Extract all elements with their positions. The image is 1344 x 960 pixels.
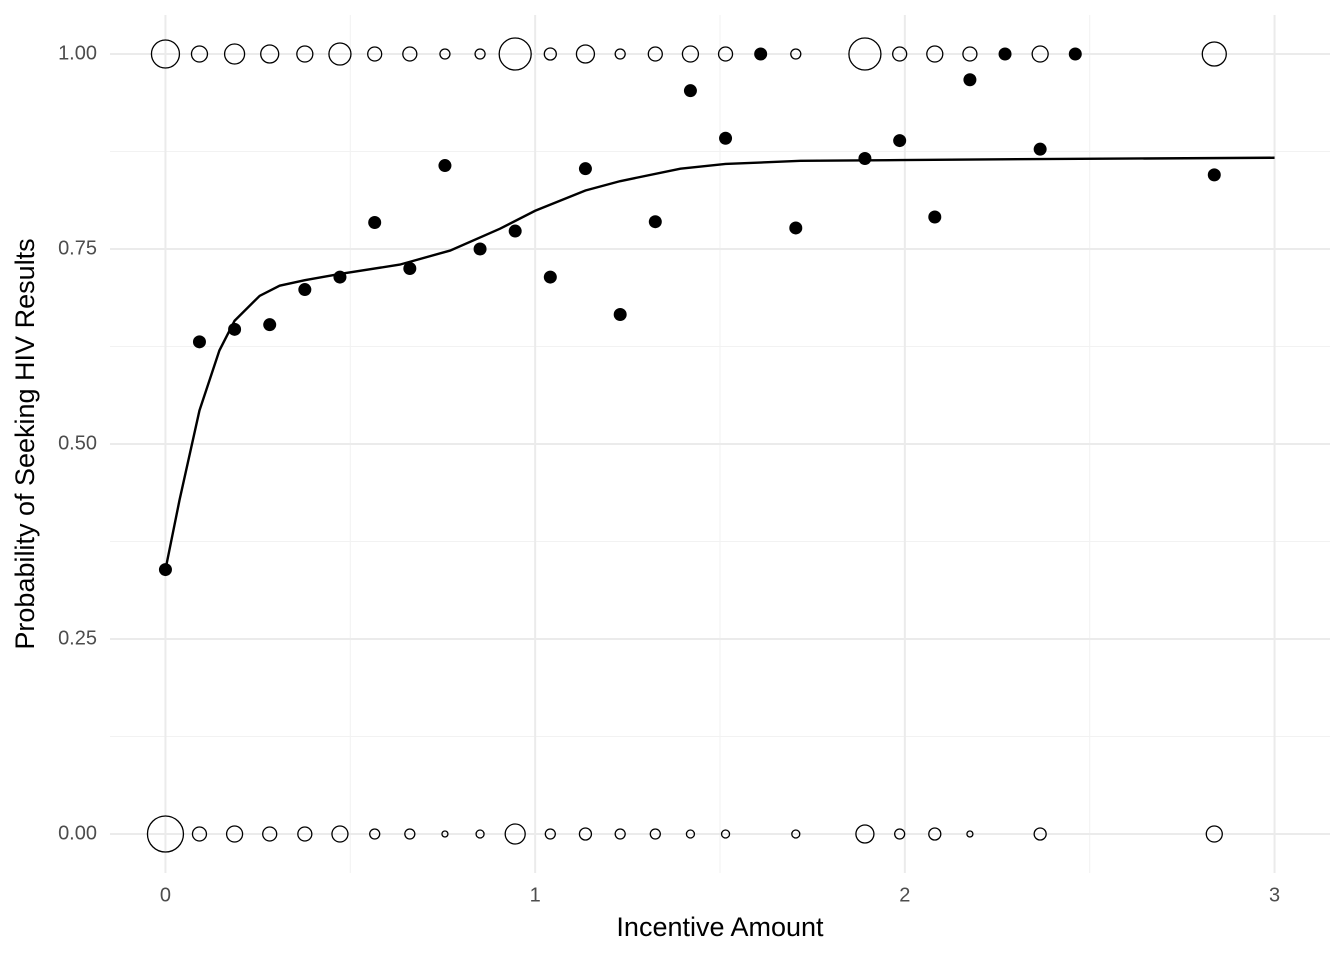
proportion-point (368, 215, 382, 229)
response-circle (614, 828, 626, 840)
proportion-point (543, 270, 557, 284)
fit-line (164, 156, 1275, 570)
response-circle (1031, 45, 1049, 63)
response-circle (894, 828, 906, 840)
response-circle (685, 829, 696, 839)
proportion-point (1207, 168, 1221, 182)
response-circle (441, 830, 449, 838)
response-circle (498, 37, 532, 71)
y-tick-label: 0.75 (58, 237, 97, 259)
proportion-point (613, 308, 627, 322)
proportion-point (789, 221, 803, 235)
response-circle (647, 46, 663, 62)
proportion-point (754, 47, 768, 61)
proportion-point (858, 152, 872, 166)
x-tick-label: 1 (530, 884, 541, 906)
response-circle (1201, 41, 1227, 67)
response-circle (717, 46, 734, 62)
response-circle (262, 826, 278, 842)
proportion-point (263, 318, 277, 332)
response-circle (369, 828, 381, 840)
response-circle (791, 829, 801, 839)
y-tick-label: 0.25 (58, 627, 97, 649)
response-circle (402, 46, 418, 62)
proportion-point (192, 335, 206, 349)
response-circle (966, 830, 974, 838)
response-circle (297, 826, 313, 842)
response-circle (296, 45, 314, 63)
response-circle (720, 829, 731, 839)
response-circle (848, 37, 882, 71)
y-tick-label: 1.00 (58, 42, 97, 64)
response-circle (1205, 825, 1223, 843)
proportion-point (1068, 47, 1082, 61)
response-circle (225, 825, 244, 843)
response-circle (191, 826, 208, 842)
response-circle (367, 46, 383, 62)
response-circle (146, 815, 185, 853)
response-circle (260, 44, 280, 64)
proportion-point (403, 262, 417, 275)
proportion-point (438, 159, 452, 173)
response-circle (649, 828, 661, 840)
response-circle (474, 48, 486, 60)
response-circle (855, 824, 875, 844)
response-circle (928, 827, 942, 841)
proportion-point (298, 283, 312, 297)
x-tick-label: 2 (899, 884, 910, 906)
response-circle (404, 828, 416, 840)
proportion-point (473, 242, 487, 256)
proportion-point (1033, 142, 1047, 156)
proportion-point (648, 215, 662, 229)
response-circle (614, 48, 626, 60)
proportion-point (333, 270, 347, 284)
x-tick-label: 0 (160, 884, 171, 906)
response-circle (681, 45, 700, 63)
response-circle (475, 829, 485, 839)
response-circle (575, 44, 596, 64)
response-circle (331, 825, 349, 843)
y-tick-label: 0.50 (58, 432, 97, 454)
proportion-point (508, 224, 522, 238)
proportion-point (578, 162, 592, 176)
proportion-point (928, 210, 942, 224)
response-circle (962, 46, 978, 62)
response-circle (439, 48, 451, 60)
response-circle (328, 42, 352, 66)
y-tick-label: 0.00 (58, 822, 97, 844)
proportion-point (683, 84, 697, 98)
proportion-point (719, 131, 733, 145)
response-circle (1033, 827, 1047, 841)
response-circle (926, 45, 944, 63)
response-circle (578, 827, 593, 841)
response-circle (543, 47, 557, 61)
response-circle (190, 45, 209, 63)
response-circle (544, 828, 556, 840)
y-axis-title: Probability of Seeking HIV Results (10, 238, 40, 649)
proportion-point (158, 563, 172, 577)
response-circle (892, 46, 908, 62)
proportion-point (998, 47, 1012, 61)
response-circle (150, 39, 181, 69)
x-tick-label: 3 (1269, 884, 1280, 906)
response-circle (223, 43, 246, 65)
response-circle (504, 823, 526, 845)
response-circle (790, 48, 802, 60)
proportion-point (228, 322, 242, 336)
x-axis-title: Incentive Amount (616, 912, 824, 942)
proportion-point (963, 73, 977, 87)
proportion-point (893, 134, 907, 148)
